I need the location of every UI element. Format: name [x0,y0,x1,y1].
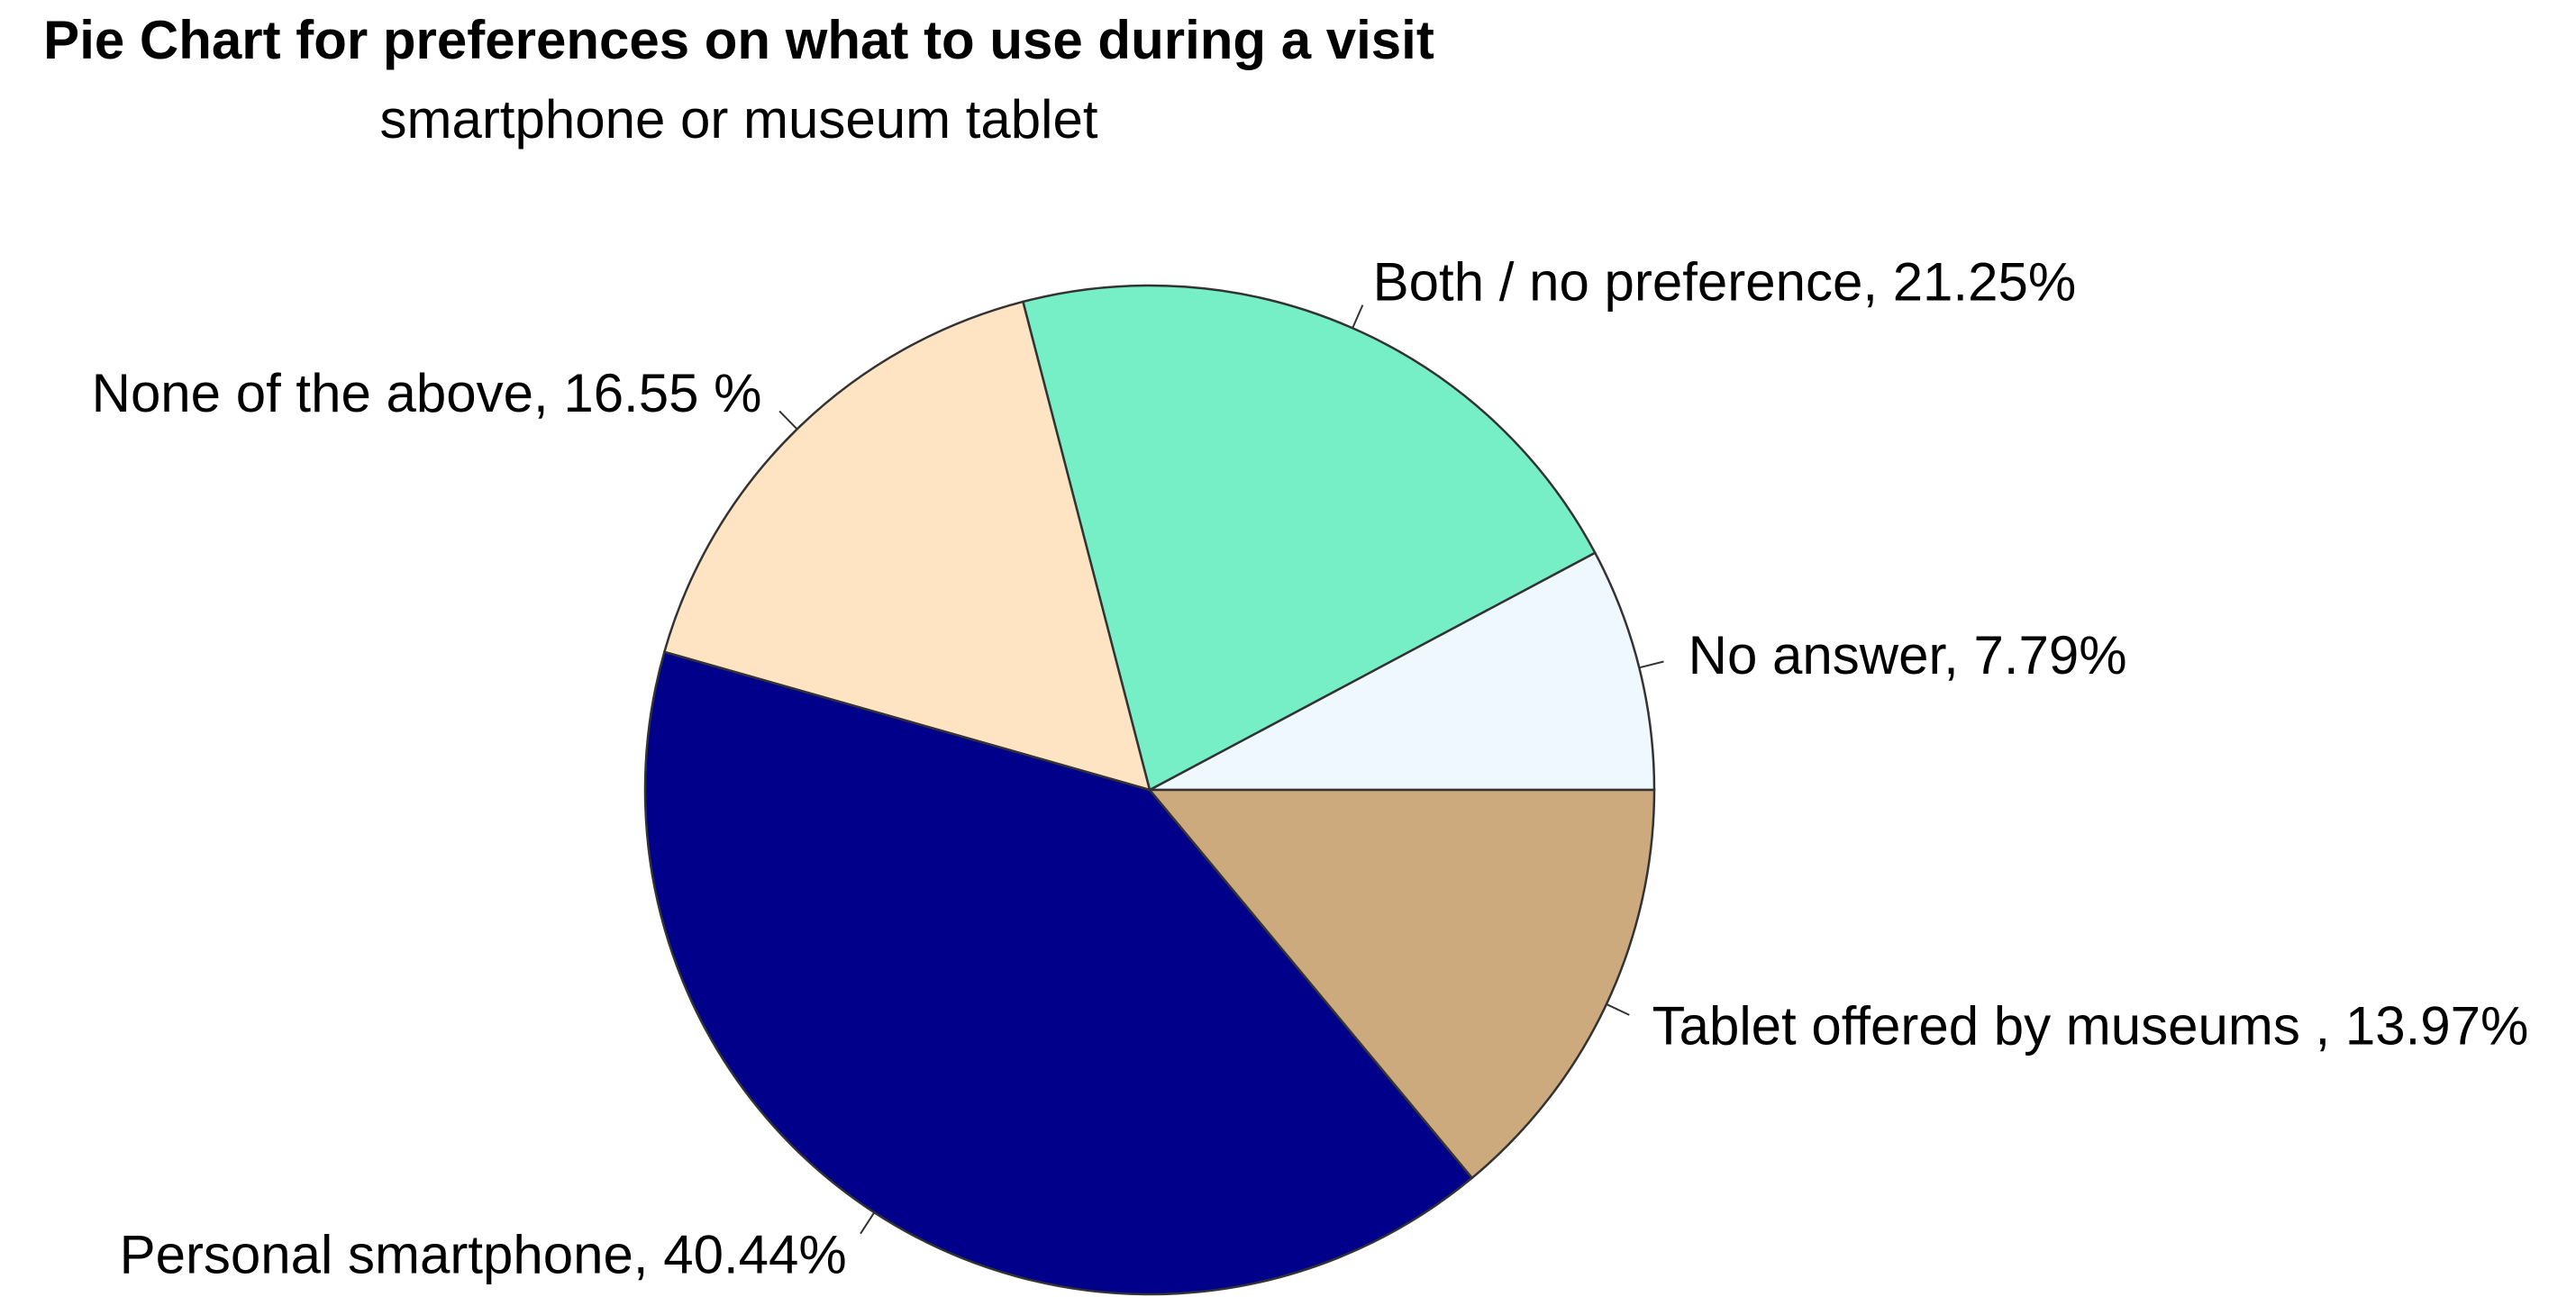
chart-title: Pie Chart for preferences on what to use… [43,10,1434,70]
pie-slice-3 [643,650,1474,1296]
label-tick-0 [1639,660,1664,669]
slice-label-1: Both / no preference, 21.25% [1373,251,2077,312]
label-ticks [778,304,1664,1235]
label-tick-2 [778,410,798,431]
label-tick-1 [1352,304,1364,329]
pie-slices [643,284,1656,1296]
label-tick-4 [1606,1003,1630,1016]
slice-label-4: Tablet offered by museums , 13.97% [1652,995,2529,1056]
slice-label-3: Personal smartphone, 40.44% [120,1225,847,1285]
slice-label-2: None of the above, 16.55 % [92,363,762,423]
label-tick-3 [860,1211,876,1235]
slice-label-0: No answer, 7.79% [1689,625,2127,685]
slice-labels: No answer, 7.79% Both / no preference, 21… [92,251,2529,1284]
chart-subtitle: smartphone or museum tablet [379,89,1098,150]
pie-slice-4 [1147,788,1656,1180]
